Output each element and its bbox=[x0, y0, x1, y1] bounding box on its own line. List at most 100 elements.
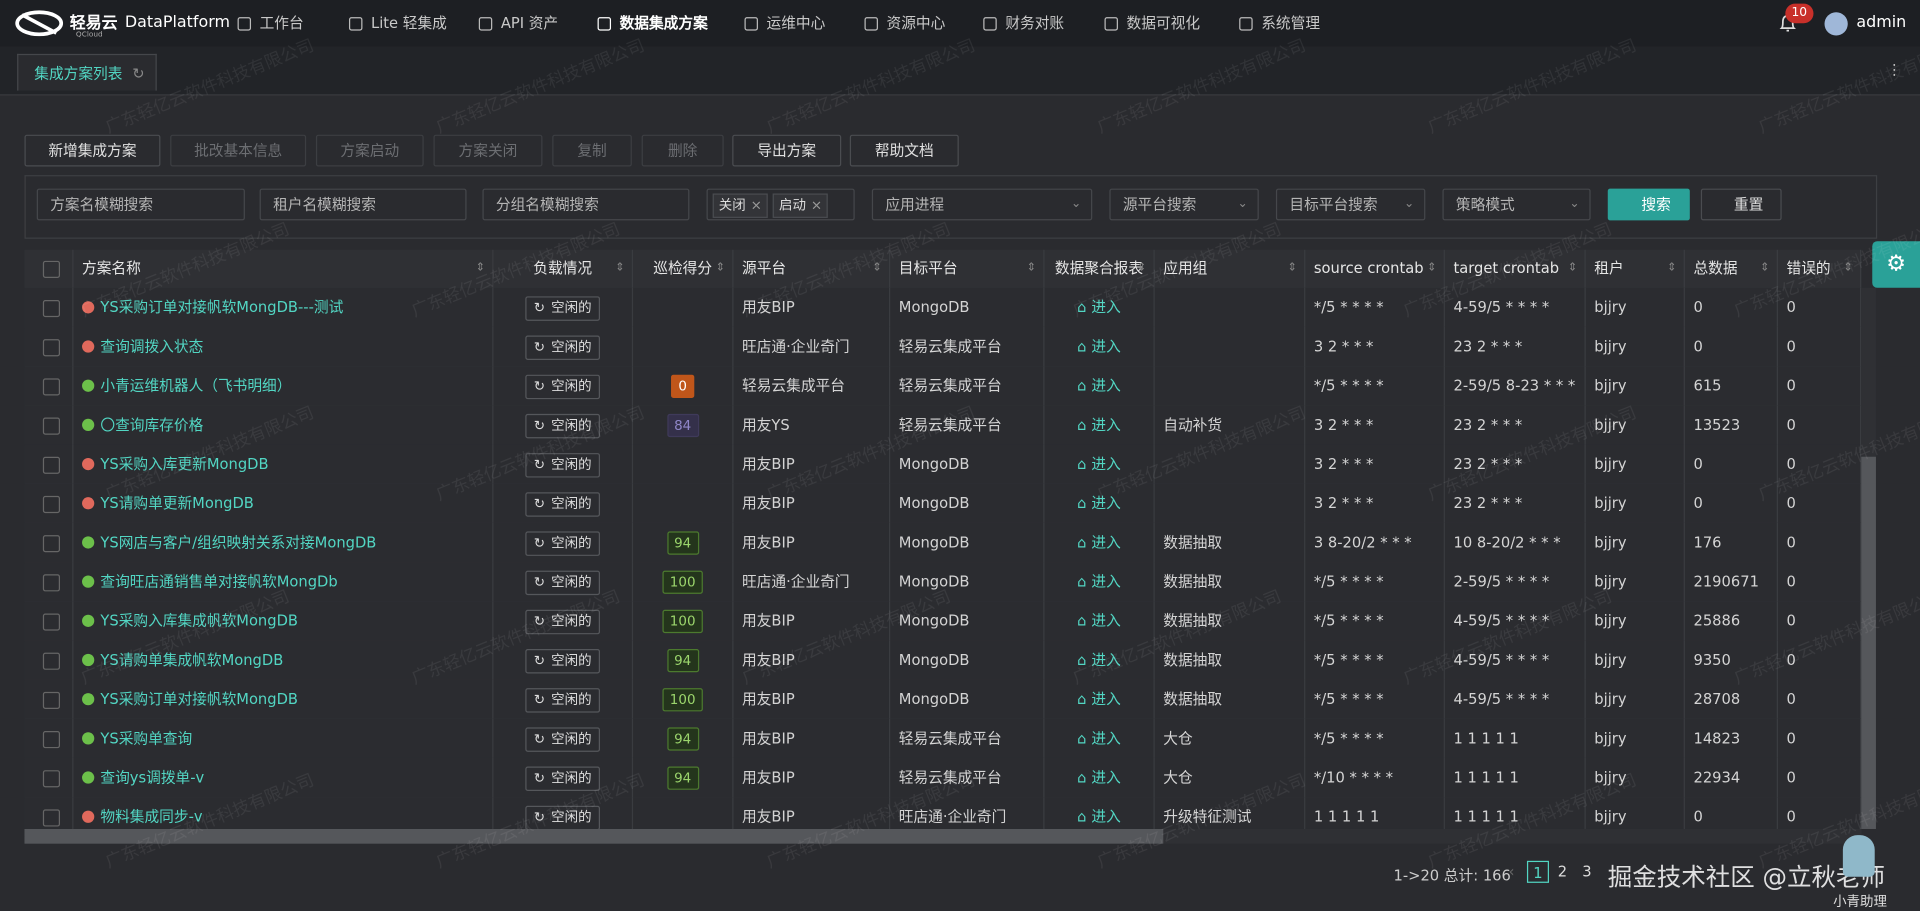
nav-item[interactable]: 运维中心 bbox=[766, 14, 826, 32]
sort-icon[interactable]: ⇕ bbox=[1567, 262, 1578, 275]
plan-name[interactable]: YS采购入库更新MongDB bbox=[100, 455, 269, 473]
checkbox[interactable] bbox=[42, 339, 61, 357]
report-icon[interactable]: ⌂ bbox=[1077, 690, 1087, 708]
tag[interactable]: 启动 × bbox=[772, 193, 829, 218]
checkbox[interactable] bbox=[42, 300, 61, 318]
tag-close[interactable]: × bbox=[750, 197, 762, 214]
header-cell[interactable]: 源平台 ⇕ bbox=[733, 249, 891, 288]
header-cell[interactable]: source crontab ⇕ bbox=[1305, 249, 1445, 288]
search-input[interactable]: 分组名模糊搜索 bbox=[482, 188, 690, 221]
tab[interactable]: 集成方案列表 ↻ bbox=[17, 53, 157, 91]
report-link[interactable]: 进入 bbox=[1091, 377, 1121, 395]
sort-icon[interactable]: ⇕ bbox=[715, 262, 725, 275]
nav-item[interactable]: API 资产 bbox=[500, 14, 559, 32]
plan-name[interactable]: 查询旺店通销售单对接帆软MongDb bbox=[100, 573, 338, 591]
select[interactable]: 应用进程 ⌄ bbox=[871, 188, 1093, 221]
nav-item[interactable]: 财务对账 bbox=[1005, 14, 1065, 32]
avatar[interactable] bbox=[1824, 12, 1848, 36]
checkbox[interactable] bbox=[42, 770, 61, 788]
sort-icon[interactable]: ⇕ bbox=[1427, 262, 1437, 275]
report-link[interactable]: 进入 bbox=[1091, 337, 1121, 356]
search-input[interactable]: 租户名模糊搜索 bbox=[259, 188, 467, 221]
select[interactable]: 策略模式 ⌄ bbox=[1442, 188, 1591, 221]
sort-icon[interactable]: ⇕ bbox=[615, 262, 625, 275]
plan-name[interactable]: 〇查询库存价格 bbox=[100, 416, 204, 434]
plan-name[interactable]: YS网店与客户/组织映射关系对接MongDB bbox=[100, 533, 377, 552]
sort-icon[interactable]: ⇕ bbox=[1760, 262, 1770, 275]
tag[interactable]: 关闭 × bbox=[712, 193, 769, 218]
checkbox[interactable] bbox=[42, 809, 61, 827]
report-link[interactable]: 进入 bbox=[1091, 494, 1121, 512]
nav-item[interactable]: 数据集成方案 bbox=[619, 14, 708, 32]
report-link[interactable]: 进入 bbox=[1091, 729, 1121, 747]
report-icon[interactable]: ⌂ bbox=[1077, 729, 1087, 747]
tag-select[interactable]: 关闭 × 启动 × bbox=[706, 188, 855, 221]
plan-name[interactable]: 物料集成同步-v bbox=[100, 808, 203, 826]
plan-name[interactable]: 查询调拨入状态 bbox=[100, 337, 204, 356]
plan-name[interactable]: 查询ys调拨单-v bbox=[100, 768, 205, 787]
search-button[interactable]: 搜索 bbox=[1607, 188, 1690, 221]
report-link[interactable]: 进入 bbox=[1091, 690, 1121, 708]
report-icon[interactable]: ⌂ bbox=[1077, 416, 1087, 434]
plan-name[interactable]: YS采购入库集成帆软MongDB bbox=[100, 612, 298, 630]
header-cell[interactable]: 巡检得分 ⇕ bbox=[633, 249, 734, 288]
header-cell[interactable]: 目标平台 ⇕ bbox=[890, 249, 1045, 288]
report-icon[interactable]: ⌂ bbox=[1077, 377, 1087, 395]
report-icon[interactable]: ⌂ bbox=[1077, 455, 1087, 473]
plan-name[interactable]: YS采购订单对接帆软MongDB bbox=[100, 690, 298, 708]
report-link[interactable]: 进入 bbox=[1091, 612, 1121, 630]
plan-name[interactable]: YS请购单更新MongDB bbox=[100, 494, 254, 512]
toolbar-button[interactable]: 导出方案 bbox=[732, 134, 842, 167]
header-cell[interactable]: 总数据 ⇕ bbox=[1685, 249, 1778, 288]
plan-name[interactable]: 小青运维机器人（飞书明细） bbox=[100, 377, 292, 395]
report-icon[interactable]: ⌂ bbox=[1077, 768, 1087, 787]
report-link[interactable]: 进入 bbox=[1091, 533, 1121, 552]
plan-name[interactable]: YS请购单集成帆软MongDB bbox=[100, 651, 284, 669]
sort-icon[interactable]: ⇕ bbox=[1843, 262, 1853, 275]
page-prev[interactable]: ‹ bbox=[1508, 863, 1515, 881]
nav-item[interactable]: 数据可视化 bbox=[1126, 14, 1201, 32]
checkbox[interactable] bbox=[42, 535, 61, 553]
checkbox[interactable] bbox=[42, 260, 61, 278]
report-icon[interactable]: ⌂ bbox=[1077, 573, 1087, 591]
report-icon[interactable]: ⌂ bbox=[1077, 298, 1087, 316]
checkbox[interactable] bbox=[42, 378, 61, 396]
more-icon[interactable]: ⋮ bbox=[1886, 61, 1902, 79]
reset-button[interactable]: 重置 bbox=[1700, 188, 1782, 221]
toolbar-button[interactable]: 帮助文档 bbox=[849, 134, 959, 167]
checkbox[interactable] bbox=[42, 456, 61, 474]
search-input[interactable]: 方案名模糊搜索 bbox=[36, 188, 245, 221]
sort-icon[interactable]: ⇕ bbox=[1667, 262, 1677, 275]
tag-close[interactable]: × bbox=[810, 197, 823, 214]
report-link[interactable]: 进入 bbox=[1091, 808, 1121, 826]
header-cell[interactable]: target crontab ⇕ bbox=[1445, 249, 1586, 288]
h-scrollbar[interactable] bbox=[24, 828, 1862, 844]
sort-icon[interactable]: ⇕ bbox=[1287, 262, 1297, 275]
header-cell[interactable]: 租户 ⇕ bbox=[1586, 249, 1685, 288]
toolbar-button[interactable]: 新增集成方案 bbox=[24, 134, 161, 167]
page-number[interactable]: 3 bbox=[1582, 863, 1592, 881]
checkbox[interactable] bbox=[42, 691, 61, 709]
report-icon[interactable]: ⌂ bbox=[1077, 337, 1087, 356]
header-cell[interactable]: 数据聚合报表 ⇕ bbox=[1044, 249, 1155, 288]
h-scroll-thumb[interactable] bbox=[24, 828, 1164, 844]
nav-item[interactable]: 工作台 bbox=[259, 14, 304, 32]
report-icon[interactable]: ⌂ bbox=[1077, 808, 1087, 826]
sort-icon[interactable]: ⇕ bbox=[1136, 262, 1147, 275]
report-link[interactable]: 进入 bbox=[1091, 298, 1121, 316]
select[interactable]: 源平台搜索 ⌄ bbox=[1109, 188, 1259, 221]
sort-icon[interactable]: ⇕ bbox=[872, 262, 882, 275]
plan-name[interactable]: YS采购订单对接帆软MongDB---测试 bbox=[100, 298, 344, 316]
report-link[interactable]: 进入 bbox=[1091, 416, 1121, 434]
sort-icon[interactable]: ⇕ bbox=[1026, 262, 1036, 275]
nav-item[interactable]: Lite 轻集成 bbox=[371, 14, 447, 32]
page-number[interactable]: 2 bbox=[1557, 863, 1568, 881]
report-icon[interactable]: ⌂ bbox=[1077, 612, 1087, 630]
nav-item[interactable]: 资源中心 bbox=[886, 14, 946, 32]
report-icon[interactable]: ⌂ bbox=[1077, 533, 1087, 552]
report-icon[interactable]: ⌂ bbox=[1077, 651, 1087, 669]
checkbox[interactable] bbox=[42, 417, 61, 435]
checkbox[interactable] bbox=[42, 613, 61, 631]
plan-name[interactable]: YS采购单查询 bbox=[100, 729, 193, 747]
report-icon[interactable]: ⌂ bbox=[1077, 494, 1087, 512]
